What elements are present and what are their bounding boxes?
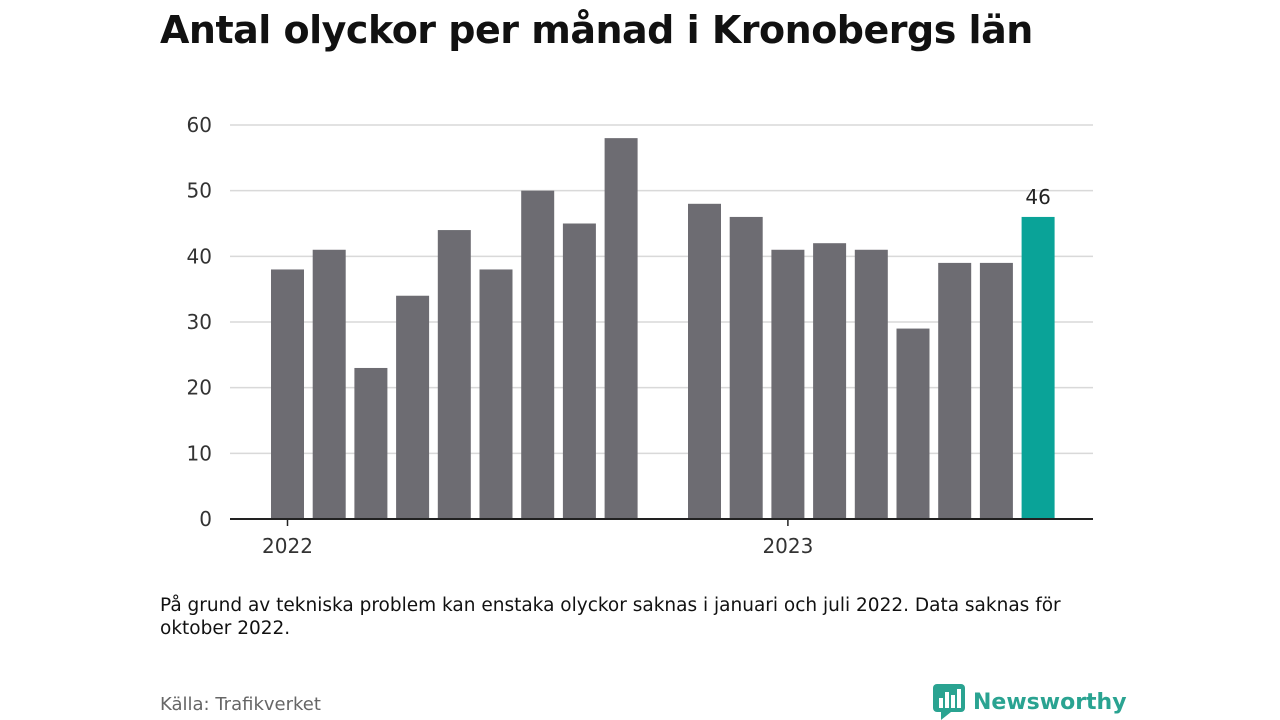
x-tick-label: 2022 [262, 534, 313, 558]
y-tick-label: 50 [187, 179, 212, 203]
bar [729, 216, 763, 519]
y-tick-label: 10 [187, 441, 212, 465]
newsworthy-logo: Newsworthy [933, 684, 1127, 720]
x-axis: 2022 2023 [230, 518, 1093, 558]
y-tick-label: 30 [187, 310, 212, 334]
y-axis-ticks: 0 10 20 30 40 50 60 [187, 113, 212, 531]
data-labels: 46 [1025, 185, 1050, 209]
brand-name: Newsworthy [973, 689, 1127, 715]
bar [562, 223, 596, 519]
bar [521, 190, 555, 519]
bar [437, 230, 471, 520]
y-tick-label: 60 [187, 113, 212, 137]
bar [896, 328, 930, 519]
bar [396, 295, 430, 519]
bar [271, 269, 304, 519]
data-label: 46 [1025, 185, 1050, 209]
bar-chart: 0 10 20 30 40 50 60 2022 2023 46 [187, 113, 1093, 558]
bar [479, 269, 513, 519]
y-tick-label: 20 [187, 376, 212, 400]
bar [979, 262, 1013, 519]
y-tick-label: 40 [187, 244, 212, 268]
bar-highlight [1021, 216, 1055, 519]
bar [688, 203, 721, 520]
y-tick-label: 0 [199, 507, 212, 531]
bar [771, 249, 805, 519]
bar [354, 367, 388, 519]
bar [312, 249, 346, 519]
bar [854, 249, 888, 519]
bars [271, 138, 1055, 520]
source-text: Källa: Trafikverket [160, 694, 321, 715]
newsworthy-chart-icon [933, 684, 965, 720]
footnote: På grund av tekniska problem kan enstaka… [160, 595, 1061, 639]
bar [938, 262, 972, 519]
bar [604, 138, 638, 519]
bar [813, 243, 847, 519]
chart-title: Antal olyckor per månad i Kronobergs län [160, 8, 1033, 52]
x-tick-label: 2023 [762, 534, 813, 558]
